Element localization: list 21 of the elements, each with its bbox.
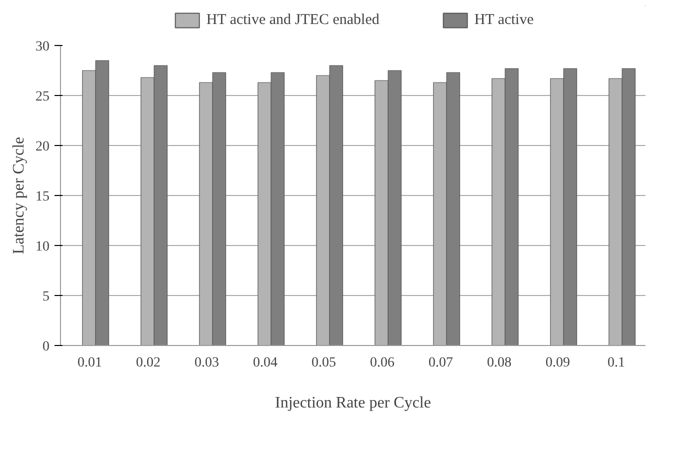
x-tick-label: 0.09 <box>546 356 570 370</box>
y-tick-label: 10 <box>36 240 50 254</box>
x-tick-label: 0.03 <box>194 356 219 370</box>
x-tick-label: 0.08 <box>487 356 512 370</box>
x-tick-label: 0.06 <box>370 356 394 370</box>
legend-label: HT active and JTEC enabled <box>206 12 380 28</box>
x-axis-title: Injection Rate per Cycle <box>275 394 431 412</box>
legend-label: HT active <box>474 12 534 28</box>
y-axis-title: Latency per Cycle <box>10 136 28 254</box>
x-tick-label: 0.02 <box>136 356 160 370</box>
x-tick-label: 0.07 <box>428 356 453 370</box>
y-tick-label: 5 <box>42 290 50 304</box>
x-tick-label: 0.01 <box>78 356 102 370</box>
y-tick-label: 25 <box>36 90 50 104</box>
x-tick-label: 0.05 <box>312 356 336 370</box>
y-tick-label: 15 <box>36 190 50 204</box>
y-tick-label: 20 <box>36 140 50 154</box>
x-tick-label: 0.04 <box>253 356 278 370</box>
x-tick-label: 0.1 <box>608 356 625 370</box>
y-tick-label: 0 <box>42 340 50 354</box>
y-tick-label: 30 <box>36 40 50 54</box>
